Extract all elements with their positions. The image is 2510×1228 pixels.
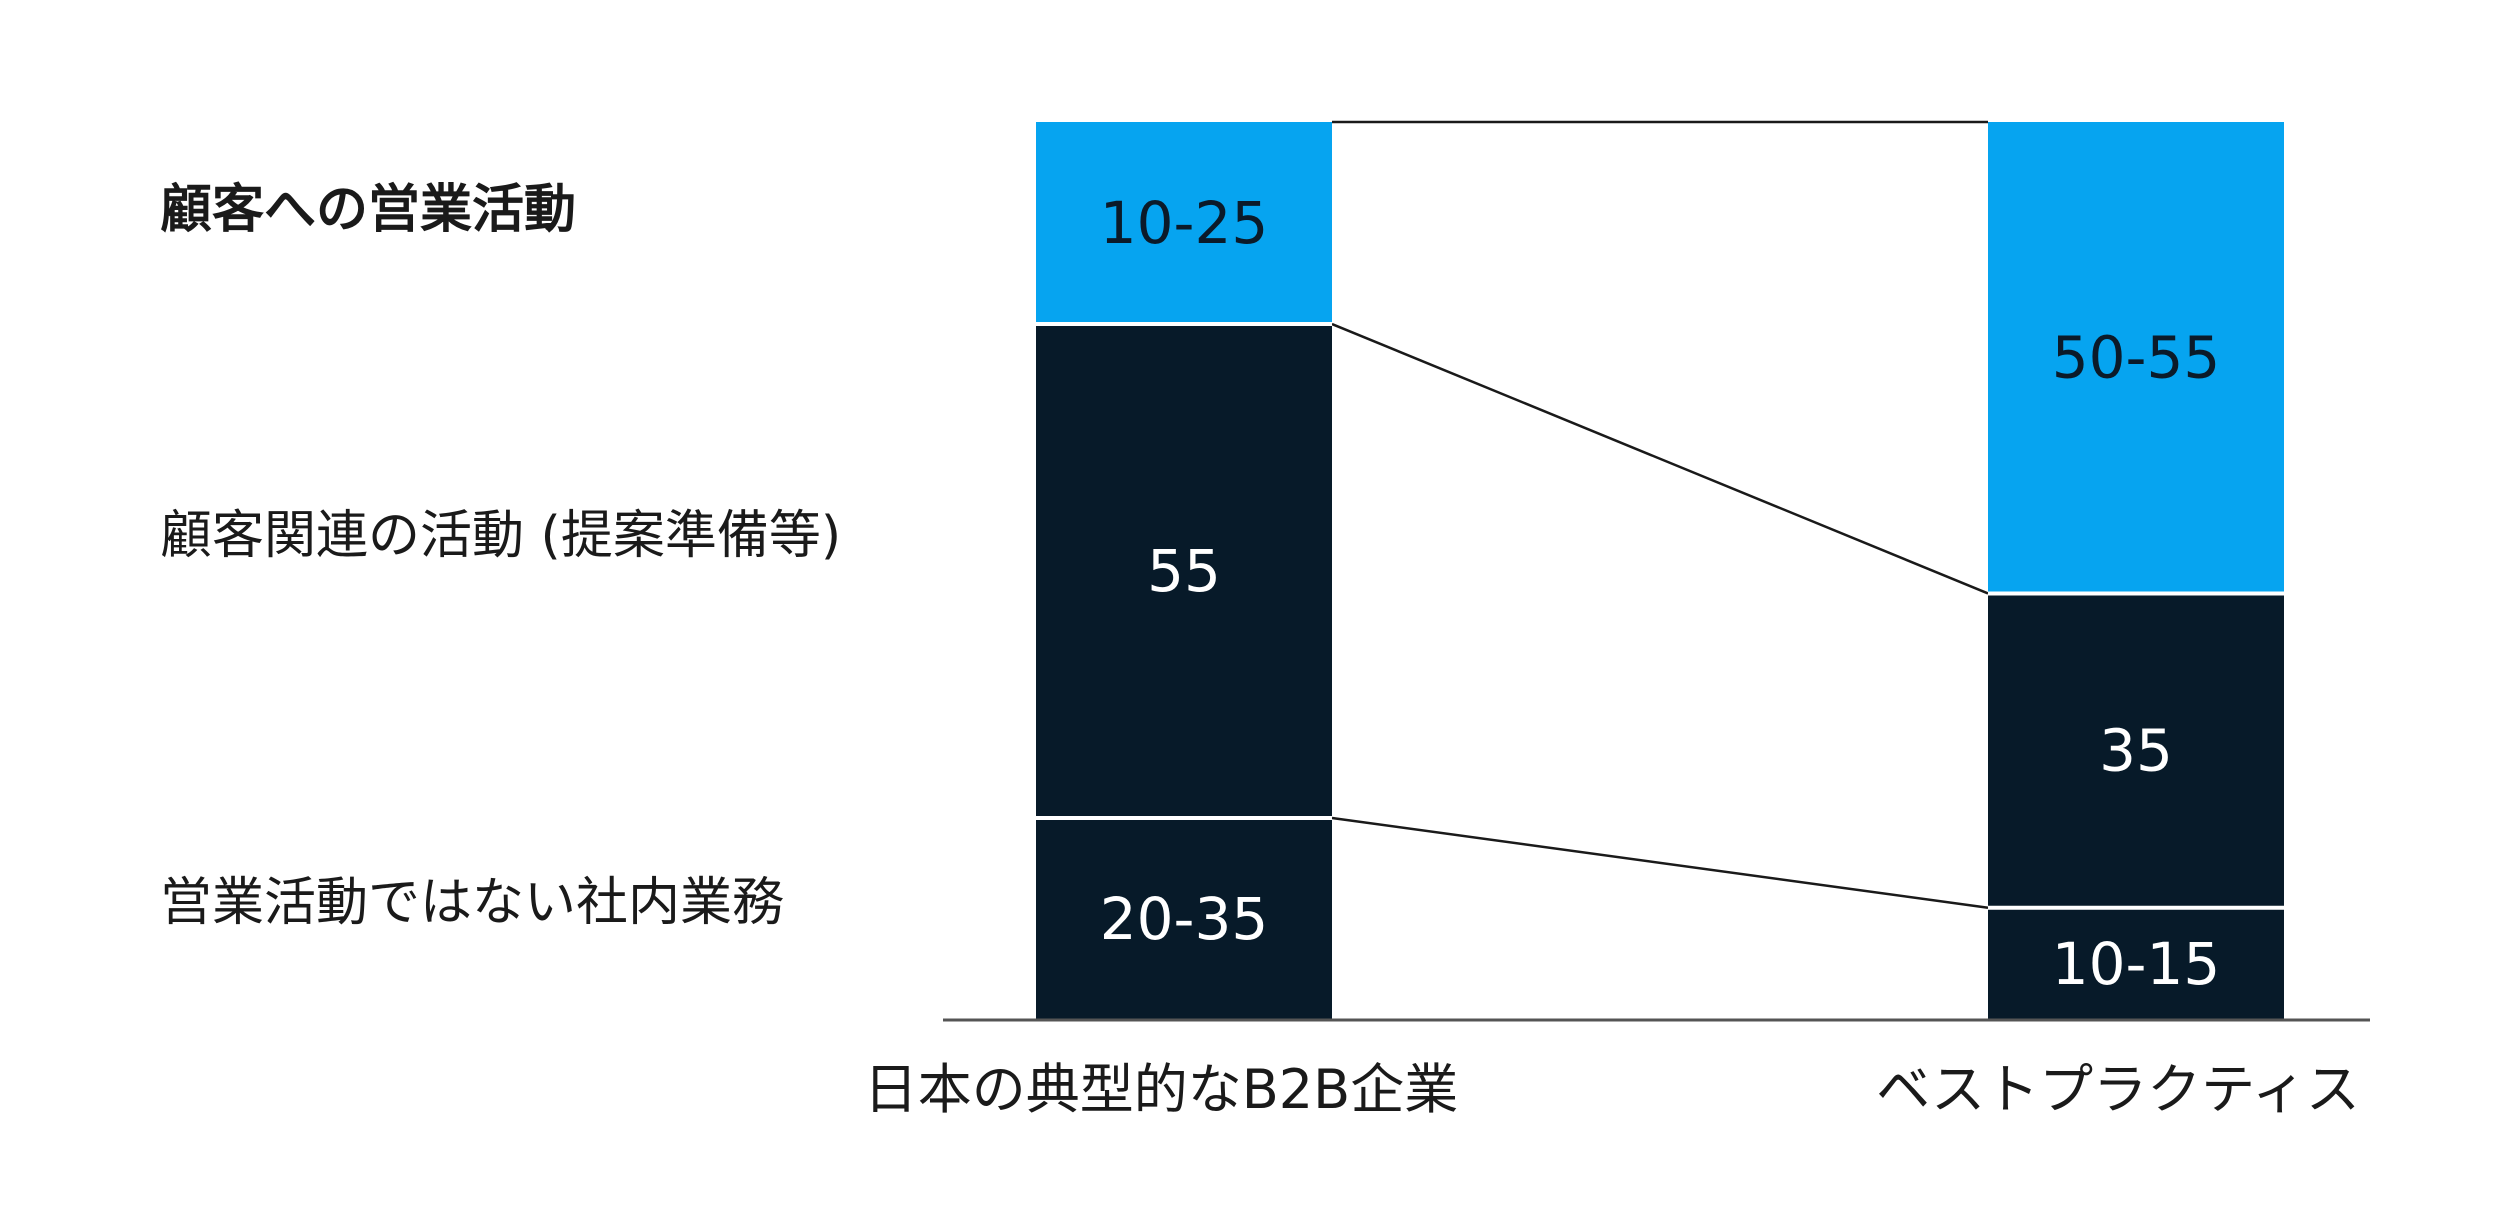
- bar-segment-typical-b2b-1: [1036, 122, 1332, 325]
- bar-segment-best-practice-3: [1988, 907, 2284, 1020]
- category-label-best-practice: ベストプラクティス: [1876, 1058, 2360, 1121]
- bars: 10-25 55 20-35 50-55 35 10-15: [1036, 122, 2284, 1020]
- bar-segment-best-practice-2: [1988, 593, 2284, 908]
- bar-value-label-best-practice-3: 10-15: [2052, 930, 2221, 998]
- bar-value-label-typical-b2b-2: 55: [1147, 537, 1221, 605]
- bar-segment-typical-b2b-2: [1036, 324, 1332, 818]
- row-label-customer-related: 顧客関連の活動 (提案準備等): [160, 506, 841, 566]
- row-label-internal-work: 営業活動ではない社内業務: [160, 873, 784, 933]
- row-label-customer-sales: 顧客への営業活動: [160, 180, 576, 240]
- bar-segment-best-practice-1: [1988, 122, 2284, 594]
- bar-segment-typical-b2b-3: [1036, 817, 1332, 1020]
- bar-value-label-typical-b2b-3: 20-35: [1100, 885, 1269, 953]
- connector-line-3: [1331, 816, 1989, 909]
- connector-lines: [1331, 120, 1989, 909]
- bar-value-label-best-practice-1: 50-55: [2052, 324, 2221, 392]
- connector-line-2: [1331, 322, 1989, 595]
- category-label-typical-b2b: 日本の典型的なB2B企業: [864, 1058, 1458, 1121]
- bar-value-label-typical-b2b-1: 10-25: [1100, 189, 1269, 257]
- bar-value-label-best-practice-2: 35: [2099, 717, 2173, 785]
